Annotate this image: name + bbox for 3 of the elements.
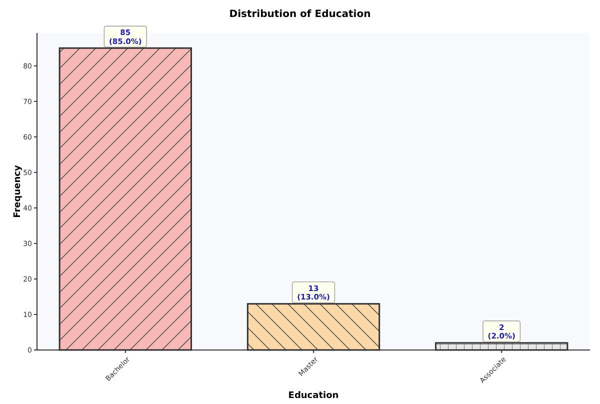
y-axis-title: Frequency xyxy=(13,165,23,218)
chart-title: Distribution of Education xyxy=(229,9,371,20)
x-axis-title: Education xyxy=(288,391,339,401)
